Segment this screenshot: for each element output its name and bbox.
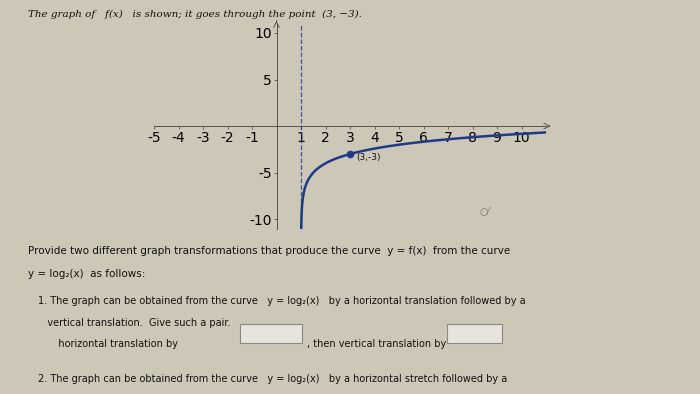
Text: vertical translation.  Give such a pair.: vertical translation. Give such a pair. xyxy=(38,318,231,328)
Text: 2. The graph can be obtained from the curve   y = log₂(x)   by a horizontal stre: 2. The graph can be obtained from the cu… xyxy=(38,374,507,384)
Text: Provide two different graph transformations that produce the curve  y = f(x)  fr: Provide two different graph transformati… xyxy=(28,246,510,256)
Text: ○⁄: ○⁄ xyxy=(480,206,490,217)
Text: horizontal translation by: horizontal translation by xyxy=(49,339,178,349)
Text: The graph of   f(x)   is shown; it goes through the point  (3, −3).: The graph of f(x) is shown; it goes thro… xyxy=(28,10,362,19)
Text: , then vertical translation by: , then vertical translation by xyxy=(307,339,446,349)
Text: 1. The graph can be obtained from the curve   y = log₂(x)   by a horizontal tran: 1. The graph can be obtained from the cu… xyxy=(38,296,526,306)
Text: y = log₂(x)  as follows:: y = log₂(x) as follows: xyxy=(28,269,146,279)
Text: (3,-3): (3,-3) xyxy=(356,152,381,162)
